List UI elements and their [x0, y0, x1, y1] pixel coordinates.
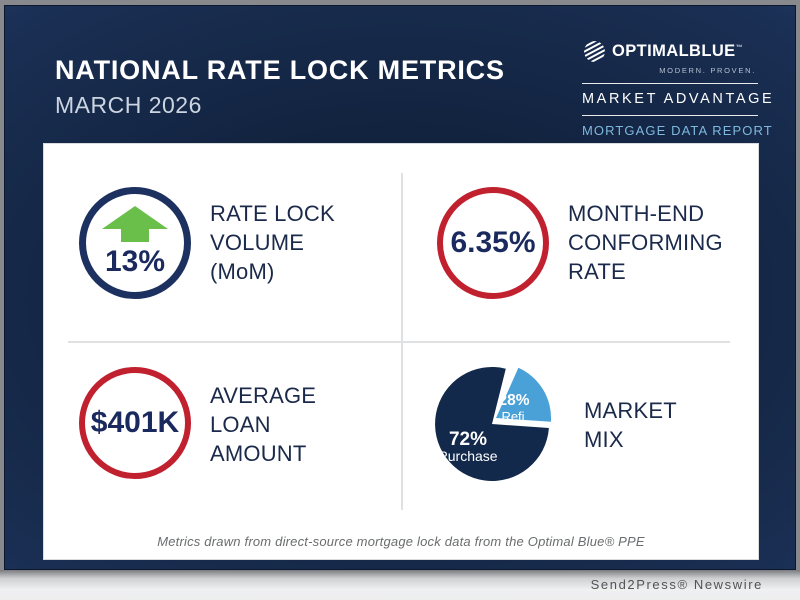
title-block: NATIONAL RATE LOCK METRICS MARCH 2026: [55, 39, 505, 119]
conforming-rate-value: 6.35%: [450, 225, 536, 259]
rate-lock-volume-value: 13%: [104, 245, 166, 278]
brand-block: OPTIMALBLUE™ MODERN. PROVEN. MARKET ADVA…: [580, 37, 775, 138]
metric-conforming-rate: 6.35% MONTH-END CONFORMING RATE: [402, 144, 758, 341]
label-line: MONTH-END: [568, 201, 705, 226]
metrics-card: 13% RATE LOCK VOLUME (MoM) 6.35% MONTH-E…: [43, 143, 759, 560]
page-title: NATIONAL RATE LOCK METRICS: [55, 55, 505, 85]
rate-lock-volume-label: RATE LOCK VOLUME (MoM): [210, 199, 335, 286]
divider: [582, 115, 758, 116]
label-line: RATE: [568, 259, 626, 284]
metrics-grid: 13% RATE LOCK VOLUME (MoM) 6.35% MONTH-E…: [44, 144, 758, 559]
header: NATIONAL RATE LOCK METRICS MARCH 2026: [5, 6, 795, 138]
pie-refi-label: Refi: [501, 409, 524, 424]
horizontal-divider: [68, 341, 730, 343]
market-mix-pie-chart: 72% Purchase 28% Refi: [435, 367, 552, 482]
up-arrow-icon: [102, 206, 168, 242]
market-mix-label: MARKET MIX: [584, 396, 677, 454]
up-arrow-stem: [121, 229, 149, 242]
metric-rate-lock-volume: 13% RATE LOCK VOLUME (MoM): [44, 144, 402, 341]
up-arrow-head: [102, 206, 168, 229]
average-loan-value: $401K: [90, 406, 180, 439]
pie-refi-value: 28%: [498, 392, 529, 409]
label-line: CONFORMING: [568, 230, 723, 255]
pie-slice-purchase: [435, 367, 549, 482]
pie-purchase-label: Purchase: [438, 448, 497, 464]
label-line: MARKET: [584, 398, 677, 423]
label-line: MIX: [584, 427, 624, 452]
conforming-rate-label: MONTH-END CONFORMING RATE: [568, 199, 723, 286]
optimal-blue-globe-icon: [580, 37, 609, 66]
conforming-rate-badge: 6.35%: [437, 186, 549, 299]
brand-name: OPTIMALBLUE™: [612, 42, 743, 61]
label-line: LOAN: [210, 412, 271, 437]
label-line: (MoM): [210, 259, 275, 284]
source-note: Metrics drawn from direct-source mortgag…: [157, 534, 645, 549]
newswire-strip: Send2Press® Newswire: [0, 570, 800, 600]
slide-background: NATIONAL RATE LOCK METRICS MARCH 2026: [4, 5, 796, 570]
label-line: RATE LOCK: [210, 201, 335, 226]
trademark-symbol: ™: [735, 44, 743, 52]
report-name: MORTGAGE DATA REPORT: [582, 123, 773, 138]
brand-tagline: MODERN. PROVEN.: [659, 66, 756, 75]
label-line: AMOUNT: [210, 441, 307, 466]
label-line: VOLUME: [210, 230, 305, 255]
report-month: MARCH 2026: [55, 92, 202, 118]
brand-wordmark: OPTIMALBLUE: [612, 42, 736, 60]
average-loan-badge: $401K: [79, 367, 191, 479]
label-line: AVERAGE: [210, 383, 317, 408]
pie-slice-refi: [496, 367, 552, 422]
pie-purchase-value: 72%: [449, 429, 487, 450]
program-name: MARKET ADVANTAGE: [582, 91, 775, 107]
logo-row: OPTIMALBLUE™: [580, 37, 758, 66]
newswire-credit: Send2Press® Newswire: [590, 577, 763, 592]
metric-market-mix: 72% Purchase 28% Refi MARKET MIX: [402, 341, 758, 559]
divider: [582, 83, 758, 84]
metric-average-loan: $401K AVERAGE LOAN AMOUNT: [44, 341, 402, 559]
rate-lock-volume-badge: 13%: [79, 186, 191, 299]
pie-slice-refi-group: 28% Refi: [496, 367, 552, 424]
average-loan-label: AVERAGE LOAN AMOUNT: [210, 381, 316, 468]
